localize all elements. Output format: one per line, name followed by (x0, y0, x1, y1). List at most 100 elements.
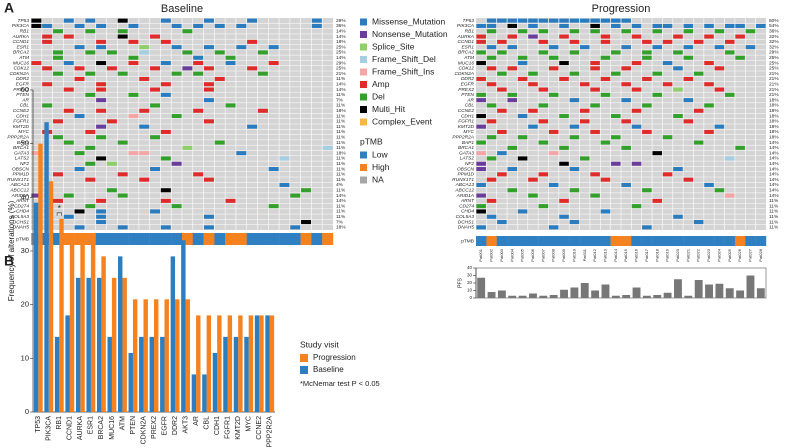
alteration-frequency: 11% (336, 119, 346, 125)
bar (154, 299, 159, 412)
alteration-frequency: 14% (769, 156, 779, 162)
alteration-cell (559, 23, 569, 28)
sample-label: Pat017 (644, 248, 649, 261)
alteration-cell (301, 188, 312, 193)
alteration-cell (642, 55, 652, 60)
ptmb-cell (703, 236, 715, 246)
ptmb-cell (517, 236, 528, 246)
alteration-cell (63, 140, 74, 145)
alteration-cell (96, 209, 107, 214)
alteration-cell (538, 39, 549, 44)
alteration-cell (631, 161, 642, 166)
alteration-cell (171, 161, 182, 166)
sample-label: Pat014 (613, 248, 618, 261)
alteration-cell (257, 71, 268, 76)
footnote: *McNemar test P < 0.05 (300, 379, 380, 388)
x-tick-label: CCND1 (67, 416, 74, 440)
bar (139, 336, 144, 412)
alteration-cell (486, 119, 497, 124)
legend-label: Multi_Hit (372, 104, 406, 114)
alteration-cell (96, 220, 107, 225)
gene-label: BRCA1 (458, 145, 474, 151)
bar (54, 336, 60, 412)
x-tick-label: BRCA2 (98, 416, 105, 439)
gene-label: NF2 (20, 161, 29, 167)
alteration-cell (579, 156, 590, 161)
alteration-cell (74, 76, 85, 81)
alteration-cell (52, 29, 63, 34)
alteration-cell (52, 119, 63, 124)
ptmb-cell (225, 233, 237, 245)
legend-swatch (360, 176, 367, 184)
sample-label: Pat015 (623, 248, 628, 261)
alteration-cell (106, 188, 117, 193)
alteration-cell (106, 161, 117, 166)
alteration-cell (517, 209, 528, 214)
sample-label: Pat006 (530, 248, 535, 261)
sample-label: Pat009 (561, 248, 566, 261)
gene-label: CDKN2A (10, 71, 29, 77)
alteration-cell (268, 204, 279, 209)
alteration-cell (139, 76, 150, 81)
alteration-cell (279, 182, 290, 187)
alteration-cell (96, 135, 107, 140)
bar (746, 275, 755, 298)
bar (69, 240, 75, 412)
alteration-cell (96, 214, 107, 219)
alteration-cell (486, 29, 497, 34)
gene-label: DDR2 (16, 76, 29, 82)
alteration-cell (236, 151, 247, 156)
alteration-cell (193, 23, 204, 28)
significance-marker: * (58, 204, 61, 213)
sample-label: Pat025 (727, 248, 732, 261)
bar (59, 218, 64, 412)
alteration-cell (193, 108, 204, 113)
alteration-frequency: 21% (769, 92, 779, 98)
alteration-cell (683, 98, 694, 103)
alteration-cell (631, 34, 642, 39)
alteration-frequency: 25% (336, 66, 346, 72)
bar (233, 336, 239, 412)
alteration-frequency: 11% (769, 209, 779, 215)
alteration-cell (42, 82, 53, 87)
alteration-cell (96, 82, 107, 87)
alteration-cell (96, 108, 107, 113)
gene-label: CDKN2A (455, 71, 474, 77)
alteration-cell (476, 39, 486, 44)
alteration-cell (150, 34, 161, 39)
alteration-cell (631, 108, 642, 113)
alteration-frequency: 14% (769, 177, 779, 183)
alteration-cell (579, 119, 590, 124)
legend-label: Baseline (313, 365, 344, 374)
alteration-cell (203, 98, 214, 103)
alteration-cell (96, 23, 107, 28)
alteration-cell (476, 182, 486, 187)
alteration-cell (704, 129, 714, 134)
ptmb-cell (693, 236, 705, 246)
gene-label: LATS2 (460, 156, 475, 162)
alteration-frequency: 25% (769, 60, 779, 66)
alteration-cell (662, 82, 673, 87)
bar (170, 256, 176, 412)
alteration-cell (507, 188, 518, 193)
alteration-cell (673, 114, 683, 119)
ptmb-cell (182, 233, 193, 245)
alteration-frequency: 11% (336, 140, 346, 146)
alteration-cell (171, 114, 182, 119)
gene-label: LATS2 (15, 156, 30, 162)
alteration-cell (128, 23, 139, 28)
bar (202, 374, 207, 412)
alteration-cell (203, 82, 214, 87)
alteration-cell (42, 34, 53, 39)
gene-label: BAP1 (462, 140, 475, 146)
ptmb-cell (214, 233, 226, 245)
alteration-cell (74, 45, 85, 50)
gene-label: AURKA (456, 34, 474, 40)
gene-label: PTEN (461, 92, 474, 98)
x-tick-label: AR (193, 416, 200, 426)
alteration-cell (631, 61, 642, 66)
alteration-cell (85, 129, 96, 134)
alteration-frequency: 11% (336, 103, 346, 109)
gene-label: DCHS1 (13, 219, 30, 225)
alteration-cell (117, 71, 128, 76)
